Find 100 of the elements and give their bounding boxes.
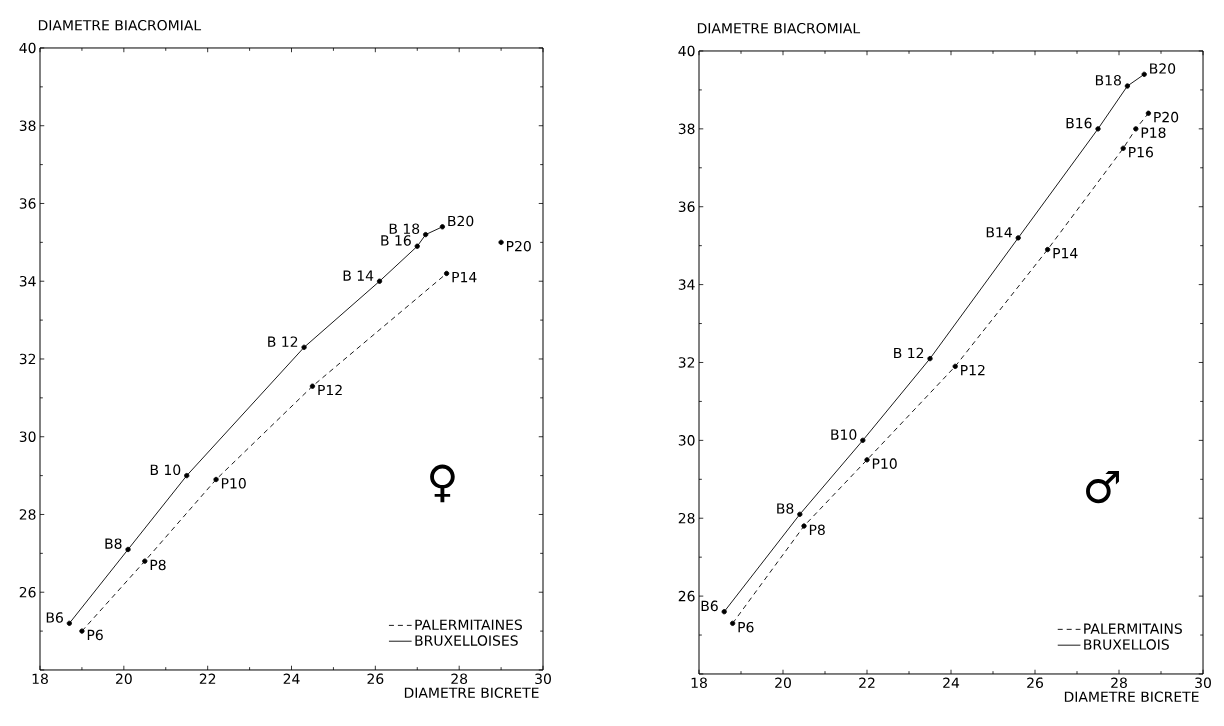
y-tick-label: 32 [19,353,36,365]
annotation: P6 [87,629,103,641]
point [142,558,148,564]
x-axis-title: DIAMETRE BICRETE [1064,691,1199,703]
annotation: ♀ [430,464,455,503]
x-tick-label: 18 [32,673,48,685]
annotation: P14 [452,271,477,283]
point [443,270,450,277]
point [1141,71,1147,77]
legend-label: PALERMITAINES [415,619,522,631]
point [66,620,72,626]
y-tick-label: 32 [678,357,695,368]
annotation: B8 [105,538,122,549]
point [439,224,446,230]
x-tick-label: 22 [199,673,216,684]
legend-label: BRUXELLOISES [415,635,518,646]
y-axis-title: DIAMETRE BIACROMIAL [697,22,861,34]
annotation: P18 [1141,127,1166,138]
point [125,546,131,553]
point [79,628,85,634]
y-tick-label: 30 [678,435,695,446]
annotation: B 12 [268,336,298,347]
x-tick-label: 26 [367,673,384,685]
y-tick-label: 40 [19,42,36,54]
y-tick-label: 34 [19,275,36,287]
point [1133,126,1139,132]
x-tick-label: 30 [535,673,551,685]
point [213,476,219,483]
annotation: P8 [809,524,825,536]
annotation: P8 [150,559,166,571]
point [1044,246,1051,253]
annotation: B 16 [381,235,411,246]
annotation: P12 [961,364,985,376]
point [423,231,429,238]
y-tick-label: 28 [678,512,695,524]
annotation: P20 [506,240,531,252]
y-tick-label: 38 [678,123,695,135]
x-tick-label: 26 [1027,677,1044,689]
point [1095,126,1101,132]
annotation: B 14 [343,270,374,281]
x-tick-label: 24 [943,677,960,688]
y-tick-label: 36 [678,201,695,213]
x-tick-label: 28 [1111,677,1127,689]
annotation: B8 [777,503,794,514]
annotation: B10 [831,429,857,440]
annotation: B16 [1066,117,1092,129]
annotation: ♂ [1086,470,1119,504]
y-tick-label: 36 [19,198,36,209]
point [952,363,958,370]
x-tick-label: 22 [859,677,875,688]
annotation: P16 [1129,146,1154,158]
point [860,437,866,443]
y-tick-label: 38 [19,120,36,132]
point [797,511,803,517]
y-axis-title: DIAMETRE BIACROMIAL [38,19,202,31]
point [864,457,870,463]
point [498,239,504,245]
annotation: P12 [318,384,342,396]
x-tick-label: 20 [775,677,791,689]
point [721,609,727,615]
point [1015,235,1021,241]
annotation: P14 [1053,248,1078,259]
annotation: B20 [448,215,474,227]
x-tick-label: 18 [691,677,707,689]
point [301,344,307,350]
point [1120,145,1126,151]
point [801,523,807,529]
point [1145,110,1152,116]
point [184,472,190,479]
y-tick-label: 26 [678,590,695,602]
point [309,383,316,389]
legend-label: BRUXELLOIS [1084,639,1169,650]
point [927,355,933,362]
x-tick-label: 24 [283,673,300,684]
x-tick-label: 28 [451,673,468,685]
x-tick-label: 20 [115,673,132,685]
x-axis-title: DIAMETRE BICRETE [404,687,539,699]
annotation: B 12 [894,347,924,359]
legend-label: PALERMITAINS [1084,623,1182,634]
annotation: B 18 [389,223,420,235]
annotation: B18 [1095,74,1121,86]
y-tick-label: 30 [19,431,36,443]
annotation: B6 [701,600,718,612]
annotation: P10 [872,458,897,469]
annotation: B14 [986,227,1012,238]
point [414,243,420,249]
x-tick-label: 30 [1195,677,1211,689]
y-tick-label: 40 [678,45,695,57]
y-tick-label: 28 [19,509,36,520]
annotation: P6 [738,621,754,633]
annotation: P20 [1154,111,1179,123]
point [376,278,383,284]
annotation: P10 [221,478,246,489]
annotation: B 10 [150,464,181,476]
point [729,620,736,627]
y-tick-label: 34 [678,279,695,290]
y-tick-label: 26 [19,586,36,598]
annotation: B6 [46,612,63,623]
point [1124,83,1131,89]
annotation: B20 [1150,63,1176,74]
